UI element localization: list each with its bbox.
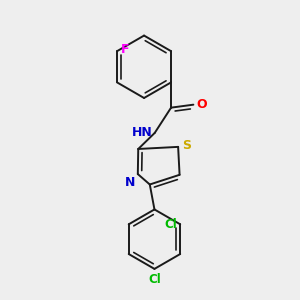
Text: S: S bbox=[182, 139, 191, 152]
Text: F: F bbox=[121, 43, 129, 56]
Text: N: N bbox=[125, 176, 135, 190]
Text: Cl: Cl bbox=[148, 273, 161, 286]
Text: O: O bbox=[196, 98, 207, 111]
Text: HN: HN bbox=[132, 126, 152, 140]
Text: Cl: Cl bbox=[164, 218, 177, 231]
